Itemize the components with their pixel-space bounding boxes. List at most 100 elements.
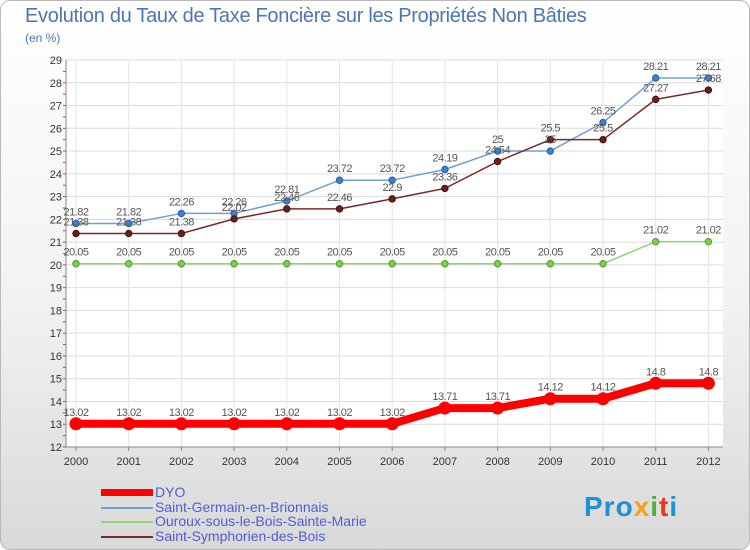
x-tick-label: 2005 <box>327 456 351 468</box>
data-label-0: 14.8 <box>699 366 719 378</box>
data-point-2 <box>283 260 291 268</box>
data-point-1 <box>388 176 396 184</box>
data-point-1 <box>125 219 133 228</box>
data-label-3: 25.5 <box>593 123 613 135</box>
x-tick-label: 2000 <box>64 456 88 468</box>
data-label-3: 21.38 <box>63 216 88 228</box>
data-label-0: 13.02 <box>116 407 141 419</box>
data-point-1 <box>72 219 80 228</box>
data-point-2 <box>652 237 660 246</box>
data-label-0: 13.02 <box>222 407 247 419</box>
data-point-3 <box>230 215 238 223</box>
data-point-1 <box>441 165 449 174</box>
data-point-2 <box>230 260 238 268</box>
legend-label-dyo: DYO <box>155 484 186 500</box>
data-point-0 <box>174 417 188 431</box>
data-label-1: 25 <box>545 134 557 146</box>
data-point-1 <box>704 74 713 82</box>
data-point-3 <box>283 205 291 213</box>
data-label-3: 27.68 <box>696 73 721 85</box>
legend-swatch-dyo <box>101 489 153 496</box>
data-label-3: 21.38 <box>116 216 141 228</box>
x-tick-label: 2012 <box>696 456 720 468</box>
data-label-0: 13.02 <box>63 407 88 419</box>
data-label-2: 21.02 <box>643 225 668 237</box>
data-label-2: 20.05 <box>63 247 88 259</box>
data-label-3: 27.27 <box>643 82 668 94</box>
data-point-0 <box>69 417 83 431</box>
logo-part-2: x <box>633 491 651 522</box>
data-point-3 <box>493 157 502 166</box>
plot-area <box>66 60 723 447</box>
x-tick-label: 2001 <box>116 456 140 468</box>
y-tick-label: 19 <box>50 283 62 295</box>
data-label-3: 23.36 <box>432 171 457 183</box>
data-point-0 <box>438 401 452 415</box>
x-tick-label: 2010 <box>591 456 615 468</box>
data-point-3 <box>125 229 133 238</box>
y-tick-label: 27 <box>50 101 62 113</box>
data-point-0 <box>543 392 557 406</box>
x-tick-label: 2006 <box>380 456 404 468</box>
data-point-2 <box>177 260 186 268</box>
data-point-0 <box>122 417 136 431</box>
data-label-1: 26.25 <box>590 106 615 118</box>
data-point-3 <box>388 195 396 203</box>
data-label-1: 23.72 <box>327 163 352 175</box>
proxiti-logo: Proxiti <box>584 491 678 523</box>
data-label-1: 21.82 <box>116 206 141 218</box>
data-point-2 <box>546 260 554 268</box>
data-label-0: 14.8 <box>646 366 666 378</box>
data-point-0 <box>491 401 505 415</box>
logo-part-1: Pro <box>584 491 634 522</box>
data-point-2 <box>72 260 80 268</box>
legend-label-saint-germain: Saint-Germain-en-Brionnais <box>155 498 329 515</box>
data-label-0: 13.02 <box>380 407 405 419</box>
y-tick-label: 29 <box>50 55 62 67</box>
data-label-3: 24.54 <box>485 145 510 157</box>
legend-label-ouroux: Ouroux-sous-le-Bois-Sainte-Marie <box>155 513 367 529</box>
data-label-0: 13.02 <box>327 407 352 419</box>
data-point-0 <box>280 417 294 431</box>
data-point-3 <box>72 229 80 238</box>
data-point-1 <box>177 209 186 218</box>
y-tick-label: 20 <box>50 260 62 272</box>
chart-unit: (en %) <box>25 31 61 45</box>
y-tick-label: 18 <box>50 305 62 317</box>
data-label-0: 13.71 <box>432 391 457 403</box>
data-label-2: 20.05 <box>380 247 405 259</box>
data-label-2: 20.05 <box>116 247 141 259</box>
data-label-3: 22.9 <box>382 182 402 194</box>
data-point-2 <box>388 260 396 268</box>
data-label-1: 28.21 <box>696 61 721 73</box>
data-point-1 <box>283 197 291 205</box>
y-tick-label: 15 <box>50 374 62 386</box>
data-label-1: 24.19 <box>432 152 457 164</box>
data-label-2: 20.05 <box>274 247 299 259</box>
data-label-0: 14.12 <box>538 382 563 394</box>
data-point-3 <box>177 229 186 238</box>
data-label-3: 22.46 <box>274 192 299 204</box>
y-tick-label: 24 <box>50 169 62 181</box>
x-tick-label: 2003 <box>222 456 246 468</box>
x-tick-label: 2002 <box>169 456 193 468</box>
data-point-2 <box>599 260 607 268</box>
data-point-3 <box>441 184 449 193</box>
chart-title: Evolution du Taux de Taxe Foncière sur l… <box>25 5 587 27</box>
data-point-2 <box>704 237 713 246</box>
data-point-2 <box>441 260 449 268</box>
data-label-0: 14.12 <box>590 382 615 394</box>
x-tick-label: 2009 <box>538 456 562 468</box>
data-point-1 <box>652 74 660 82</box>
x-tick-label: 2008 <box>485 456 509 468</box>
data-point-1 <box>546 147 554 155</box>
y-tick-label: 21 <box>50 237 62 249</box>
data-label-2: 20.05 <box>590 247 615 259</box>
data-label-2: 20.05 <box>538 247 563 259</box>
data-point-2 <box>493 260 502 268</box>
y-tick-label: 13 <box>50 419 62 431</box>
data-label-3: 25.5 <box>541 123 561 135</box>
data-point-0 <box>701 376 715 390</box>
y-tick-label: 28 <box>50 78 62 90</box>
x-tick-label: 2007 <box>433 456 457 468</box>
